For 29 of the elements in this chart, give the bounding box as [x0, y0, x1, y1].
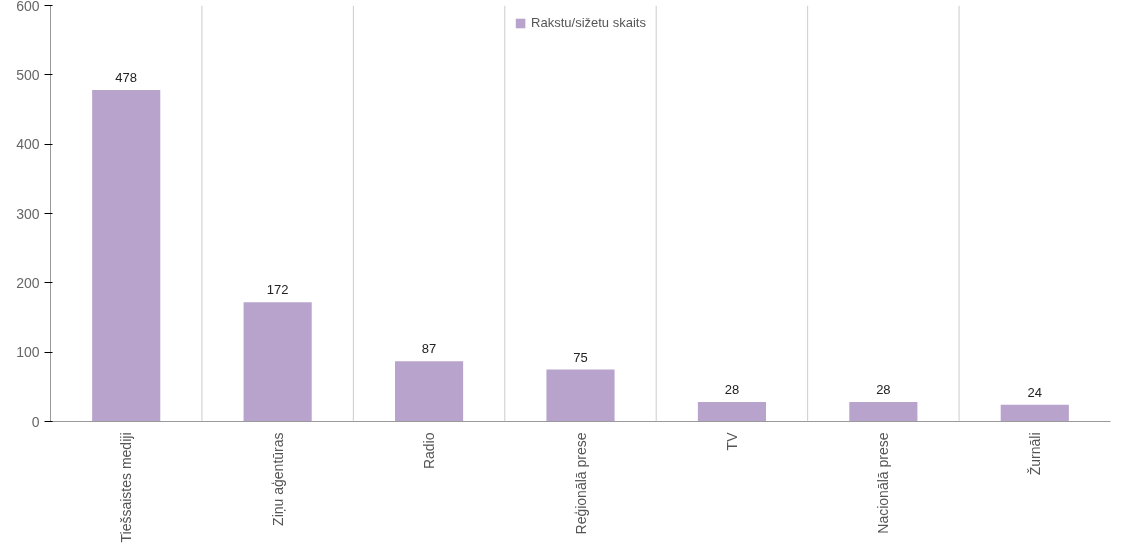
- bar: [243, 302, 312, 422]
- y-tick-label: 200: [16, 274, 40, 291]
- x-tick-label: Reģionālā prese: [572, 432, 589, 535]
- y-tick-label: 500: [16, 66, 40, 83]
- bar: [1000, 404, 1069, 422]
- data-label: 87: [421, 341, 437, 357]
- data-label: 28: [876, 382, 891, 398]
- y-tick-label: 400: [16, 136, 40, 153]
- data-label: 172: [266, 282, 289, 298]
- x-tick-label: TV: [723, 431, 740, 451]
- x-tick-label: Ziņu aģentūras: [269, 432, 286, 526]
- y-tick-label: 600: [16, 0, 40, 14]
- data-label: 24: [1027, 384, 1043, 400]
- y-tick-label: 0: [31, 413, 40, 430]
- y-tick-label: 300: [16, 205, 40, 222]
- bar: [395, 361, 464, 422]
- y-tick-label: 100: [16, 344, 40, 361]
- legend-label: Rakstu/sižetu skaits: [531, 15, 646, 30]
- x-tick-label: Nacionālā prese: [875, 432, 892, 534]
- bar: [92, 90, 161, 422]
- x-tick-label: Radio: [421, 432, 438, 470]
- bar: [849, 402, 918, 422]
- x-tick-label: Tiešsaistes mediji: [118, 432, 135, 543]
- data-label: 478: [115, 70, 138, 86]
- bar: [546, 369, 615, 422]
- x-tick-label: Žurnāli: [1026, 432, 1043, 476]
- data-label: 75: [573, 349, 588, 365]
- bar: [697, 402, 766, 422]
- data-label: 28: [724, 382, 740, 398]
